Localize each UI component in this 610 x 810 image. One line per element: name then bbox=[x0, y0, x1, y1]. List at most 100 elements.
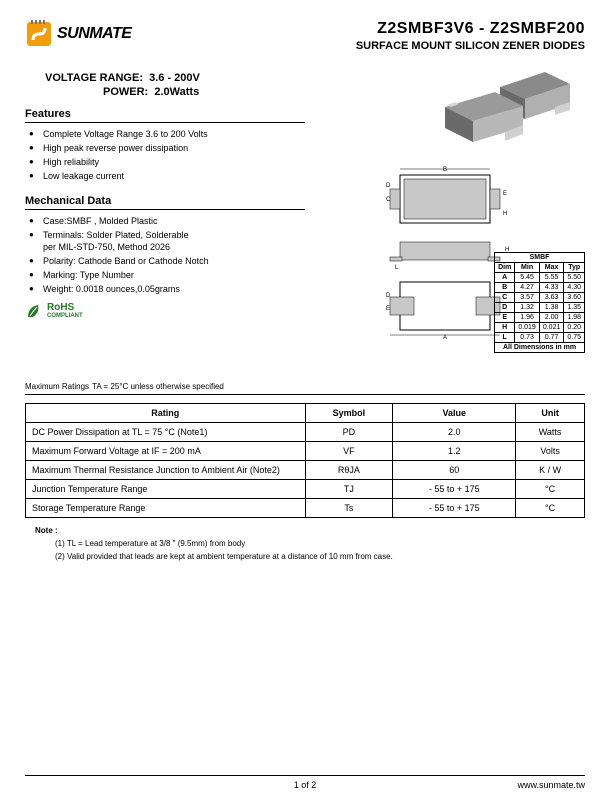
ratings-col: Value bbox=[393, 404, 516, 423]
svg-text:E: E bbox=[386, 306, 390, 312]
mechanical-item: Case:SMBF , Molded Plastic bbox=[29, 216, 305, 226]
ratings-row: Storage Temperature RangeTs- 55 to + 175… bbox=[26, 499, 585, 518]
features-list: Complete Voltage Range 3.6 to 200 Volts H… bbox=[25, 129, 305, 181]
ratings-cell: Storage Temperature Range bbox=[26, 499, 306, 518]
leaf-icon bbox=[25, 302, 43, 320]
ratings-cell: DC Power Dissipation at TL = 75 °C (Note… bbox=[26, 423, 306, 442]
voltage-power-block: VOLTAGE RANGE: 3.6 - 200V POWER: 2.0Watt… bbox=[25, 72, 305, 98]
power-label: POWER: bbox=[103, 86, 148, 98]
mechanical-item: Terminals: Solder Plated, Solderable bbox=[29, 230, 305, 240]
footer-url: www.sunmate.tw bbox=[517, 780, 585, 790]
dim-col: Min bbox=[515, 263, 540, 273]
ratings-col: Symbol bbox=[305, 404, 393, 423]
dim-row: H0.0190.0210.20 bbox=[495, 323, 585, 333]
ratings-cell: PD bbox=[305, 423, 393, 442]
dim-cell: L bbox=[495, 333, 515, 343]
dim-cell: 0.73 bbox=[515, 333, 540, 343]
voltage-label: VOLTAGE RANGE: bbox=[45, 72, 143, 84]
dim-cell: 4.27 bbox=[515, 283, 540, 293]
svg-text:D: D bbox=[386, 183, 391, 189]
ratings-cell: TJ bbox=[305, 480, 393, 499]
dim-cell: 4.33 bbox=[539, 283, 564, 293]
ratings-row: Maximum Forward Voltage at IF = 200 mAVF… bbox=[26, 442, 585, 461]
dim-row: B4.274.334.30 bbox=[495, 283, 585, 293]
dim-cell: 1.98 bbox=[564, 313, 585, 323]
mechanical-item: Polarity: Cathode Band or Cathode Notch bbox=[29, 256, 305, 266]
dim-row: E1.962.001.98 bbox=[495, 313, 585, 323]
dim-cell: 1.38 bbox=[539, 303, 564, 313]
mechanical-item: per MIL-STD-750, Method 2026 bbox=[29, 242, 305, 252]
page-footer: 1 of 2 www.sunmate.tw bbox=[25, 775, 585, 790]
ratings-cell: Ts bbox=[305, 499, 393, 518]
dim-col: Typ bbox=[564, 263, 585, 273]
svg-text:A: A bbox=[443, 335, 447, 341]
ratings-col: Unit bbox=[516, 404, 585, 423]
dim-cell: 3.57 bbox=[515, 293, 540, 303]
max-condition: TA = 25°C unless otherwise specified bbox=[92, 382, 224, 391]
svg-text:C: C bbox=[386, 197, 391, 203]
svg-text:E: E bbox=[503, 191, 507, 197]
svg-text:D: D bbox=[386, 293, 391, 299]
svg-text:H: H bbox=[503, 211, 507, 217]
dim-caption: SMBF bbox=[495, 253, 585, 263]
ratings-cell: VF bbox=[305, 442, 393, 461]
dim-col: Max bbox=[539, 263, 564, 273]
mechanical-item: Marking: Type Number bbox=[29, 270, 305, 280]
features-title: Features bbox=[25, 108, 305, 123]
feature-item: High peak reverse power dissipation bbox=[29, 143, 305, 153]
dim-cell: 0.019 bbox=[515, 323, 540, 333]
ratings-row: Junction Temperature RangeTJ- 55 to + 17… bbox=[26, 480, 585, 499]
logo-icon bbox=[25, 20, 53, 48]
dim-row: L0.730.770.75 bbox=[495, 333, 585, 343]
rohs-sub: COMPLIANT bbox=[47, 313, 83, 319]
brand-name: SUNMATE bbox=[57, 25, 131, 43]
ratings-cell: Maximum Thermal Resistance Junction to A… bbox=[26, 461, 306, 480]
dim-cell: C bbox=[495, 293, 515, 303]
ratings-table: RatingSymbolValueUnit DC Power Dissipati… bbox=[25, 403, 585, 518]
notes-title: Note : bbox=[35, 526, 585, 535]
mechanical-title: Mechanical Data bbox=[25, 195, 305, 210]
dim-cell: 1.35 bbox=[564, 303, 585, 313]
dim-cell: 5.55 bbox=[539, 273, 564, 283]
dim-cell: 0.75 bbox=[564, 333, 585, 343]
dim-row: A5.455.555.50 bbox=[495, 273, 585, 283]
rohs-badge: RoHS COMPLIANT bbox=[25, 302, 305, 320]
dim-cell: 0.77 bbox=[539, 333, 564, 343]
dim-footer: All Dimensions in mm bbox=[495, 343, 585, 353]
feature-item: Complete Voltage Range 3.6 to 200 Volts bbox=[29, 129, 305, 139]
ratings-cell: Watts bbox=[516, 423, 585, 442]
ratings-row: DC Power Dissipation at TL = 75 °C (Note… bbox=[26, 423, 585, 442]
dim-cell: 3.60 bbox=[564, 293, 585, 303]
dim-cell: 5.50 bbox=[564, 273, 585, 283]
voltage-value: 3.6 - 200V bbox=[149, 72, 200, 84]
dim-cell: 1.96 bbox=[515, 313, 540, 323]
dim-cell: D bbox=[495, 303, 515, 313]
ratings-cell: 2.0 bbox=[393, 423, 516, 442]
dim-cell: 4.30 bbox=[564, 283, 585, 293]
ratings-col: Rating bbox=[26, 404, 306, 423]
subtitle: SURFACE MOUNT SILICON ZENER DIODES bbox=[356, 40, 585, 52]
ratings-cell: Maximum Forward Voltage at IF = 200 mA bbox=[26, 442, 306, 461]
title-block: Z2SMBF3V6 - Z2SMBF200 SURFACE MOUNT SILI… bbox=[356, 20, 585, 52]
dim-cell: 0.021 bbox=[539, 323, 564, 333]
note-item: (1) TL = Lead temperature at 3/8 " (9.5m… bbox=[55, 539, 585, 548]
ratings-cell: Volts bbox=[516, 442, 585, 461]
dimensions-table: SMBF DimMinMaxTyp A5.455.555.50B4.274.33… bbox=[494, 252, 585, 353]
dim-cell: 2.00 bbox=[539, 313, 564, 323]
dim-cell: 3.63 bbox=[539, 293, 564, 303]
dim-cell: B bbox=[495, 283, 515, 293]
page-number: 1 of 2 bbox=[294, 780, 317, 790]
max-title-text: Maximum Ratings bbox=[25, 382, 89, 391]
ratings-cell: RθJA bbox=[305, 461, 393, 480]
svg-text:L: L bbox=[395, 265, 399, 271]
dim-cell: 1.32 bbox=[515, 303, 540, 313]
dim-cell: E bbox=[495, 313, 515, 323]
dim-cell: 5.45 bbox=[515, 273, 540, 283]
max-ratings-title: Maximum Ratings TA = 25°C unless otherwi… bbox=[25, 380, 585, 395]
ratings-cell: - 55 to + 175 bbox=[393, 499, 516, 518]
dim-row: C3.573.633.60 bbox=[495, 293, 585, 303]
dim-col: Dim bbox=[495, 263, 515, 273]
ratings-row: Maximum Thermal Resistance Junction to A… bbox=[26, 461, 585, 480]
note-item: (2) Valid provided that leads are kept a… bbox=[55, 552, 585, 561]
company-logo: SUNMATE bbox=[25, 20, 131, 48]
